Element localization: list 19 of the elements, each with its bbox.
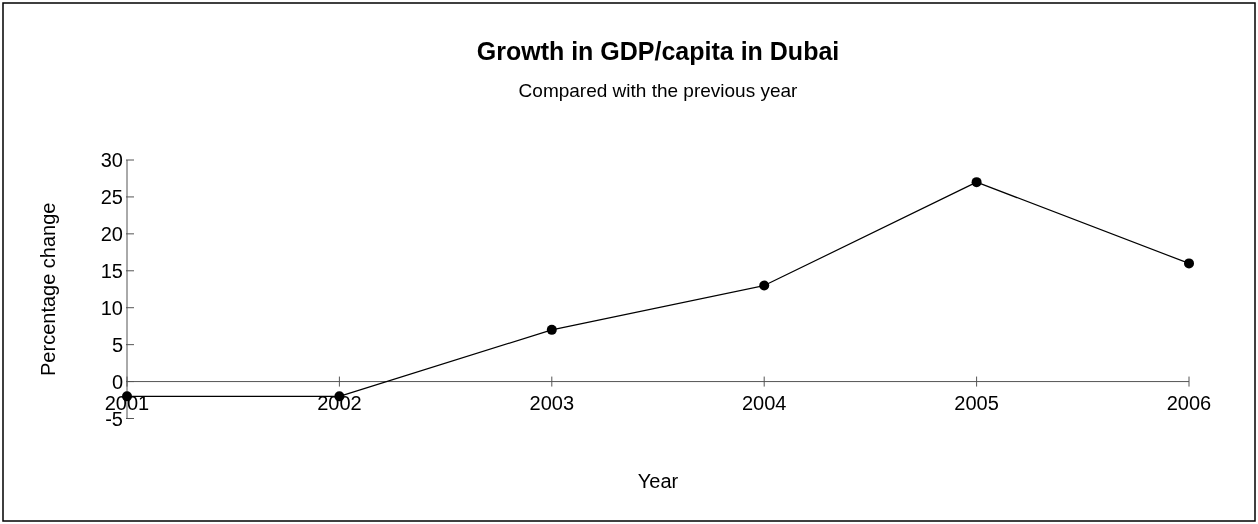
- y-tick-label: 20: [100, 222, 123, 245]
- chart-title: Growth in GDP/capita in Dubai: [476, 37, 840, 65]
- point: [971, 177, 982, 188]
- y-tick-label: 10: [100, 296, 123, 319]
- chart-subtitle: Compared with the previous year: [518, 80, 799, 101]
- y-tick-label: 5: [111, 333, 123, 356]
- y-tick-label: 25: [100, 185, 123, 208]
- y-tick-label: 15: [100, 259, 123, 282]
- x-tick-label: 2006: [1166, 391, 1212, 414]
- point: [546, 324, 557, 335]
- y-tick-label: 0: [111, 370, 123, 393]
- point: [759, 280, 770, 291]
- x-tick-label: 2004: [741, 391, 787, 414]
- x-axis-title: Year: [637, 470, 679, 492]
- y-tick-label: 30: [100, 149, 123, 171]
- y-axis-title: Percentage change: [37, 202, 59, 376]
- x-tick-label: 2005: [954, 391, 999, 414]
- x-tick-label: 2003: [529, 391, 575, 414]
- point: [1184, 258, 1194, 269]
